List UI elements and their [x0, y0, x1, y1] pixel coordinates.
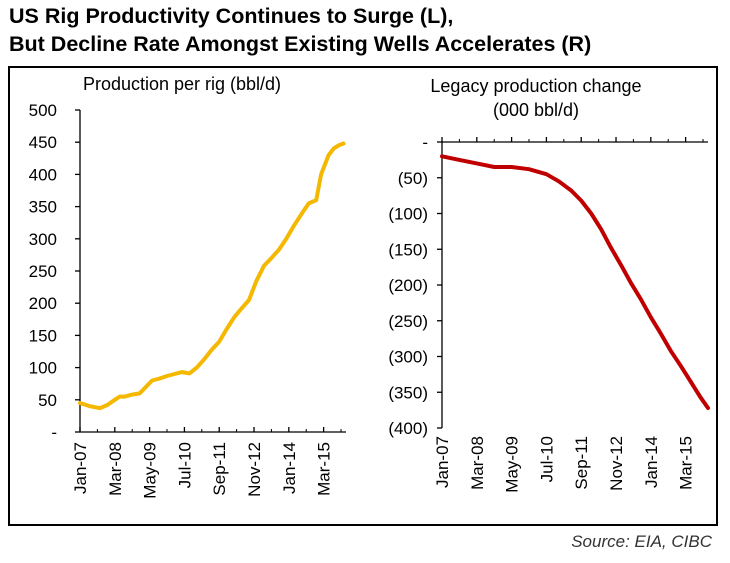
left-chart-x-tick-label: Mar-08 [106, 442, 125, 496]
left-chart-title: Production per rig (bbl/d) [83, 74, 281, 94]
right-chart-x-tick-label: Mar-15 [677, 436, 696, 490]
left-chart-y-tick-label: 150 [29, 326, 57, 345]
left-chart-x-tick-label: May-09 [141, 442, 160, 499]
left-chart-y-tick-label: 50 [38, 391, 57, 410]
right-chart-y-tick-label: (400) [388, 419, 428, 438]
left-chart-x-tick-label: Jul-10 [175, 442, 194, 488]
right-chart-x-tick-label: Sep-11 [572, 436, 591, 490]
left-chart-y-tick-label: 200 [29, 294, 57, 313]
chart-title-line-1: US Rig Productivity Continues to Surge (… [9, 4, 454, 28]
right-chart-x-tick-label: Mar-08 [468, 436, 487, 490]
source-note: Source: EIA, CIBC [571, 532, 712, 551]
left-chart-x-tick-label: Mar-15 [315, 442, 334, 496]
right-chart-y-tick-label: (150) [388, 240, 428, 259]
left-chart-y-tick-label: 400 [29, 165, 57, 184]
left-chart-y-tick-label: 250 [29, 262, 57, 281]
chart-title-line-2: But Decline Rate Amongst Existing Wells … [9, 32, 592, 56]
right-chart-y-tick-label: (250) [388, 312, 428, 331]
right-chart-y-tick-label: (50) [398, 169, 428, 188]
right-chart-y-tick-label: (350) [388, 383, 428, 402]
right-chart-x-tick-label: Jan-07 [433, 436, 452, 488]
left-chart-x-tick-label: Jan-07 [71, 442, 90, 494]
left-chart-y-tick-label: 500 [29, 101, 57, 120]
left-chart-y-tick-label: - [51, 423, 57, 442]
right-chart-title-line-2: (000 bbl/d) [493, 100, 579, 120]
left-chart-y-tick-label: 300 [29, 230, 57, 249]
left-chart-series-line [78, 141, 346, 411]
left-chart-y-tick-label: 350 [29, 198, 57, 217]
left-chart-x-tick-label: Nov-12 [245, 442, 264, 497]
right-chart-y-tick-label: (300) [388, 348, 428, 367]
left-chart-y-tick-label: 100 [29, 359, 57, 378]
right-chart-y-tick-label: (100) [388, 205, 428, 224]
chart-title: US Rig Productivity Continues to Surge (… [9, 2, 591, 58]
right-chart-y-tick-label: - [422, 133, 428, 152]
right-chart-title-line-1: Legacy production change [430, 76, 641, 96]
right-chart-x-tick-label: Jul-10 [537, 436, 556, 482]
right-chart-x-tick-label: May-09 [503, 436, 522, 493]
right-chart-x-tick-label: Jan-14 [642, 436, 661, 488]
right-chart-y-tick-label: (200) [388, 276, 428, 295]
right-chart-x-tick-label: Nov-12 [607, 436, 626, 491]
left-chart-x-tick-label: Jan-14 [280, 442, 299, 494]
left-chart-x-tick-label: Sep-11 [210, 442, 229, 496]
right-chart-series-line [440, 154, 710, 410]
left-chart-y-tick-label: 450 [29, 133, 57, 152]
chart-frame [8, 66, 718, 526]
